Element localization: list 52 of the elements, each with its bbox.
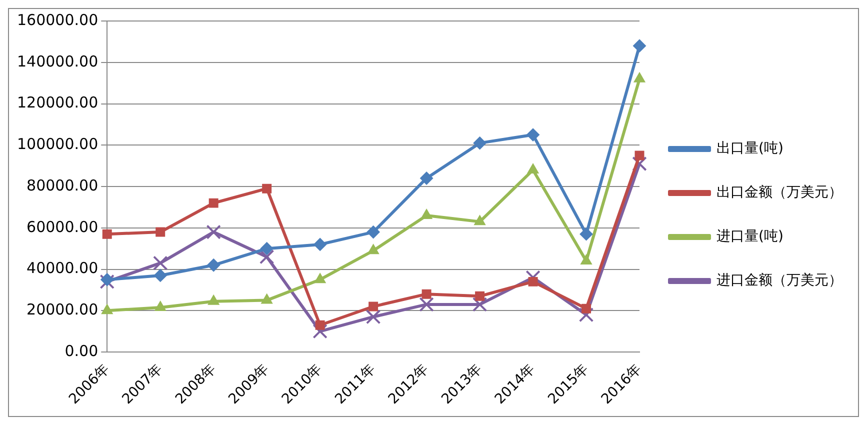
point (101, 304, 113, 314)
point (474, 215, 486, 226)
point (312, 324, 328, 339)
point (472, 297, 488, 312)
y-tick-label: 40000.00 (26, 259, 98, 278)
point (632, 156, 647, 172)
point (473, 136, 486, 150)
point (207, 258, 220, 272)
point (366, 309, 381, 324)
y-tick-label: 160000.00 (16, 10, 98, 29)
point (475, 291, 485, 301)
legend-label: 出口金额（万美元） (716, 184, 842, 201)
point (262, 184, 272, 194)
y-tick-label: 80000.00 (26, 176, 98, 194)
point (580, 228, 593, 241)
point (206, 224, 221, 240)
point (633, 39, 646, 52)
point (634, 150, 644, 160)
point (152, 256, 168, 270)
legend-label: 进口量(吨) (716, 228, 784, 245)
y-tick-label: 120000.00 (16, 94, 98, 112)
point (366, 226, 380, 239)
point (582, 304, 592, 314)
point (100, 274, 114, 290)
y-tick-label: 20000.00 (26, 300, 98, 319)
point (368, 244, 380, 254)
y-tick-label: 100000.00 (16, 135, 98, 154)
point (580, 254, 592, 264)
point (368, 302, 378, 312)
y-tick-label: 0.00 (64, 342, 98, 360)
point (154, 301, 166, 312)
point (420, 172, 434, 185)
point (578, 307, 594, 322)
point (422, 289, 432, 299)
point (156, 227, 166, 237)
point (208, 294, 220, 305)
point (528, 276, 538, 286)
point (315, 320, 325, 330)
y-tick-label: 140000.00 (16, 52, 98, 70)
point (261, 294, 273, 304)
y-tick-label: 60000.00 (26, 218, 98, 236)
point (260, 242, 274, 256)
point (259, 249, 274, 264)
point (208, 198, 218, 208)
point (154, 268, 167, 282)
point (314, 238, 327, 251)
point (314, 273, 326, 284)
legend-label: 进口金额（万美元） (716, 272, 842, 289)
point (526, 128, 540, 142)
legend-label: 出口量(吨) (716, 140, 784, 157)
point (100, 273, 114, 286)
point (419, 297, 434, 312)
